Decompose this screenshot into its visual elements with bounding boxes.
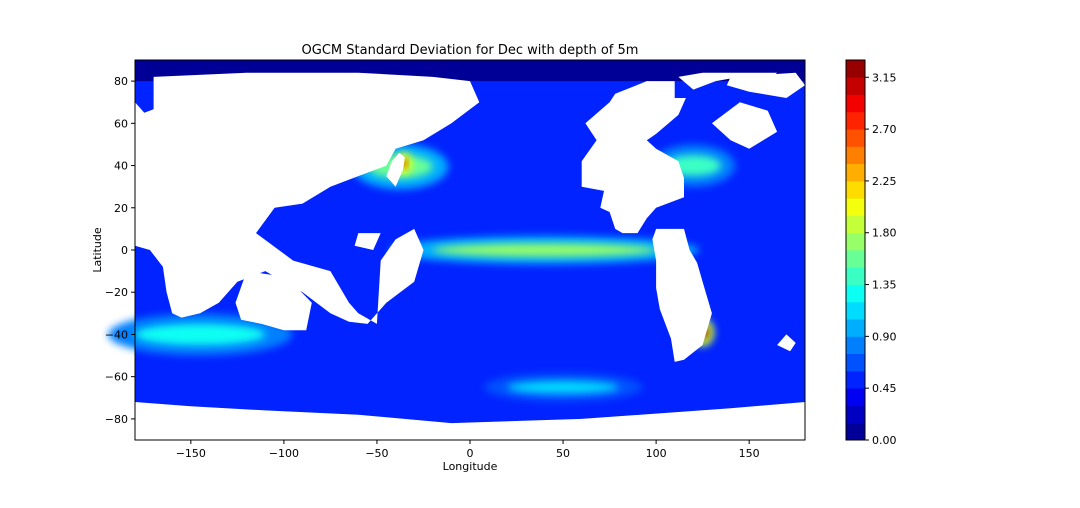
colorbar-level [846, 94, 865, 113]
colorbar-level [846, 422, 865, 441]
y-tick-label: −60 [105, 371, 128, 384]
feature-core [135, 323, 266, 346]
land-mask [200, 281, 215, 305]
x-axis-label: Longitude [443, 460, 498, 473]
colorbar-level [846, 336, 865, 355]
colorbar-level [846, 77, 865, 95]
colorbar-tick-label: 0.00 [872, 434, 897, 447]
colorbar-tick-label: 1.80 [872, 227, 897, 240]
y-tick-label: −40 [105, 328, 128, 341]
y-axis-label: Latitude [91, 227, 104, 273]
land-mask [777, 334, 796, 352]
land-mask [354, 233, 381, 250]
land-mask [235, 271, 312, 331]
y-tick-label: −20 [105, 286, 128, 299]
colorbar-level [846, 319, 865, 337]
colorbar-level [846, 129, 865, 147]
land-mask [135, 402, 805, 440]
x-tick-label: 100 [646, 447, 667, 460]
x-axis-ticks: −150 −100 −50 0 50 100 150 [176, 440, 760, 460]
y-tick-label: −80 [105, 413, 128, 426]
colorbar-level [846, 405, 865, 424]
chart-title: OGCM Standard Deviation for Dec with dep… [302, 43, 639, 58]
colorbar-level [846, 267, 865, 285]
x-tick-label: −150 [176, 447, 206, 460]
colorbar-tick-label: 0.45 [872, 382, 897, 395]
land-mask [726, 72, 805, 98]
x-tick-label: −50 [365, 447, 388, 460]
colorbar-level [846, 353, 865, 372]
colorbar-level [846, 388, 865, 406]
colorbar-ticks: 0.00 0.45 0.90 1.35 1.80 2.25 2.70 3.15 [865, 71, 897, 447]
land-mask [711, 102, 778, 149]
colorbar-tick-label: 2.70 [872, 123, 897, 136]
colorbar-level [846, 111, 865, 130]
land-mask [652, 228, 712, 362]
colorbar-tick-label: 2.25 [872, 175, 897, 188]
colorbar-level [846, 215, 865, 234]
y-tick-label: 80 [114, 75, 128, 88]
colorbar-frame [845, 59, 866, 441]
y-tick-label: 60 [114, 117, 128, 130]
x-tick-label: 150 [739, 447, 760, 460]
map-area [108, 60, 805, 440]
land-mask [135, 102, 154, 128]
colorbar-level [846, 370, 865, 389]
colorbar-level [846, 284, 865, 303]
land-mask [386, 152, 405, 187]
feature-core [432, 243, 657, 257]
colorbar-tick-label: 3.15 [872, 71, 897, 84]
land-mask [581, 81, 686, 234]
colorbar [845, 59, 866, 441]
feature-core [507, 380, 619, 394]
colorbar-tick-label: 0.90 [872, 330, 897, 343]
y-axis-ticks: −80 −60 −40 −20 0 20 40 60 80 [105, 75, 135, 426]
y-tick-label: 0 [121, 244, 128, 257]
colorbar-level [846, 60, 865, 78]
colorbar-level [846, 232, 865, 251]
x-tick-label: 0 [467, 447, 474, 460]
x-tick-label: 50 [556, 447, 570, 460]
land-mask [414, 102, 443, 128]
colorbar-level [846, 301, 865, 320]
colorbar-level [846, 146, 865, 165]
colorbar-level [846, 163, 865, 182]
colorbar-level [846, 250, 865, 268]
colorbar-level [846, 198, 865, 216]
colorbar-level [846, 180, 865, 199]
land-mask [135, 72, 480, 324]
y-tick-label: 40 [114, 160, 128, 173]
x-tick-label: −100 [269, 447, 299, 460]
colorbar-tick-label: 1.35 [872, 279, 897, 292]
y-tick-label: 20 [114, 202, 128, 215]
